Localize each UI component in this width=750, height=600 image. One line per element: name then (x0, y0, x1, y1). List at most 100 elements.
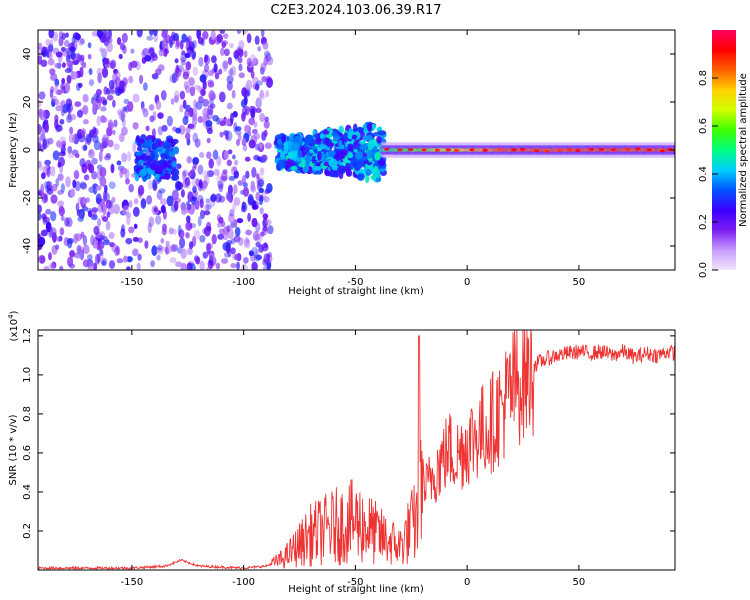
spectrogram-cell (116, 258, 124, 264)
spectrogram-cell (42, 214, 48, 226)
spectrogram-cell (157, 140, 163, 148)
spectrogram-cell (158, 188, 166, 194)
spectrogram-cell (233, 219, 238, 228)
spectrogram-cell (359, 145, 365, 150)
spectrogram-cell (226, 75, 234, 84)
y-tick-label: -40 (22, 238, 33, 254)
spectrogram-cell (208, 158, 214, 169)
spectrogram-cell (189, 222, 197, 229)
spectrogram-cell (233, 235, 241, 243)
spectrogram-cell (223, 33, 229, 39)
spectrogram-cell (243, 50, 248, 58)
spectrogram-cell (227, 184, 233, 195)
spectrogram-cell (164, 246, 169, 255)
spectrogram-cell (188, 107, 194, 118)
spectrogram-cell (136, 262, 141, 270)
spectrogram-cell (55, 244, 60, 250)
spectrogram-cell (277, 159, 286, 169)
y-tick-label: 1.0 (22, 367, 33, 383)
spectrogram-cell (258, 187, 265, 194)
spectrogram-cell (148, 104, 155, 111)
snr-x-label: Height of straight line (km) (288, 584, 424, 595)
spectrogram-cell (156, 169, 163, 175)
spectrogram-cell (258, 93, 266, 100)
spectrogram-cell (180, 51, 188, 63)
spectrogram-cell (107, 89, 116, 95)
spectrogram-cell (266, 56, 274, 66)
spectrogram-cell (236, 218, 244, 224)
spectrogram-cell (91, 31, 99, 37)
spectrogram-cell (247, 194, 254, 205)
spectrogram-cell (60, 144, 66, 155)
spectrogram-cell (195, 101, 203, 110)
spectrogram-cell (224, 251, 230, 258)
spectrogram-cell (38, 99, 42, 108)
spectrogram-cell (198, 56, 204, 67)
spectrogram-cell (168, 227, 175, 235)
spectrogram-cell (233, 170, 239, 179)
spectrogram-cell (304, 155, 311, 165)
spectrogram-cell (102, 216, 109, 223)
spectrogram-cell (82, 94, 89, 103)
spectrogram-cell (243, 124, 250, 134)
spectrogram-cell (264, 50, 271, 58)
spectrogram-cell (165, 142, 170, 149)
spectrogram-cell (221, 258, 229, 264)
y-tick-label: 0.2 (22, 523, 33, 539)
spectrogram-cell (48, 263, 56, 269)
spectrogram-cell (208, 255, 214, 266)
spectrogram-cell (257, 46, 262, 52)
spectrogram-cell (85, 133, 93, 144)
spectrogram-cell (92, 100, 98, 111)
spectrogram-cell (408, 148, 414, 151)
spectrogram-cell (112, 203, 121, 215)
spectrogram-cell (40, 183, 45, 195)
spectrogram-cell (48, 252, 52, 261)
spectrogram-cell (38, 91, 46, 100)
colorbar-tick-label: 0.8 (698, 70, 709, 86)
spectrogram-cell (48, 30, 55, 39)
spectrogram-cell (93, 92, 99, 101)
spectrogram-cell (179, 40, 184, 50)
spectrogram-cell (82, 259, 90, 268)
spectrogram-cell (186, 247, 193, 256)
spectrogram-cell (254, 233, 261, 241)
spectrogram-cell (233, 184, 238, 194)
spectrogram-cell (99, 176, 107, 187)
spectrogram-cell (40, 172, 46, 180)
spectrogram-cell (247, 212, 251, 222)
spectrogram-cell (234, 226, 241, 237)
spectrogram-cell (171, 161, 178, 168)
spectrogram-cell (206, 151, 212, 159)
spectrogram-cell (58, 142, 64, 149)
y-tick-label: 40 (22, 48, 33, 61)
spectrogram-cell (351, 134, 358, 140)
spectrogram-cell (174, 58, 179, 64)
spectrogram-cell (121, 32, 128, 44)
spectrogram-cell (347, 143, 354, 152)
spectrogram-cell (191, 165, 197, 171)
spectrogram-cell (82, 244, 90, 255)
spectrogram-cell (223, 226, 229, 235)
spectrogram-cell (181, 209, 187, 215)
spectrogram-cell (222, 242, 230, 251)
spectrogram-cell (236, 138, 240, 147)
spectrogram-cell (107, 122, 114, 130)
spectrogram-cell (356, 151, 363, 159)
spectrogram-cell (246, 33, 252, 44)
spectrogram-cell (286, 158, 292, 168)
y-tick-label: 0.6 (22, 445, 33, 461)
x-tick-label: 0 (464, 577, 470, 588)
spectrogram-cell (215, 193, 222, 203)
snr-scale-note: (x104) (7, 310, 20, 341)
spectrogram-cell (69, 250, 75, 258)
x-tick-label: -50 (347, 277, 363, 288)
spectrogram-cell (173, 228, 177, 236)
spectrogram-panel: -150 -100 -50 0 50 -40 -20 0 20 40 Height of str… (8, 29, 676, 297)
spectrogram-cell (91, 157, 98, 165)
spectrogram-cell (195, 256, 201, 265)
spectrogram-cell (248, 139, 256, 149)
spectrogram-cell (115, 245, 121, 256)
spectrogram-cell (251, 217, 258, 228)
spectrogram-cell (80, 231, 85, 238)
